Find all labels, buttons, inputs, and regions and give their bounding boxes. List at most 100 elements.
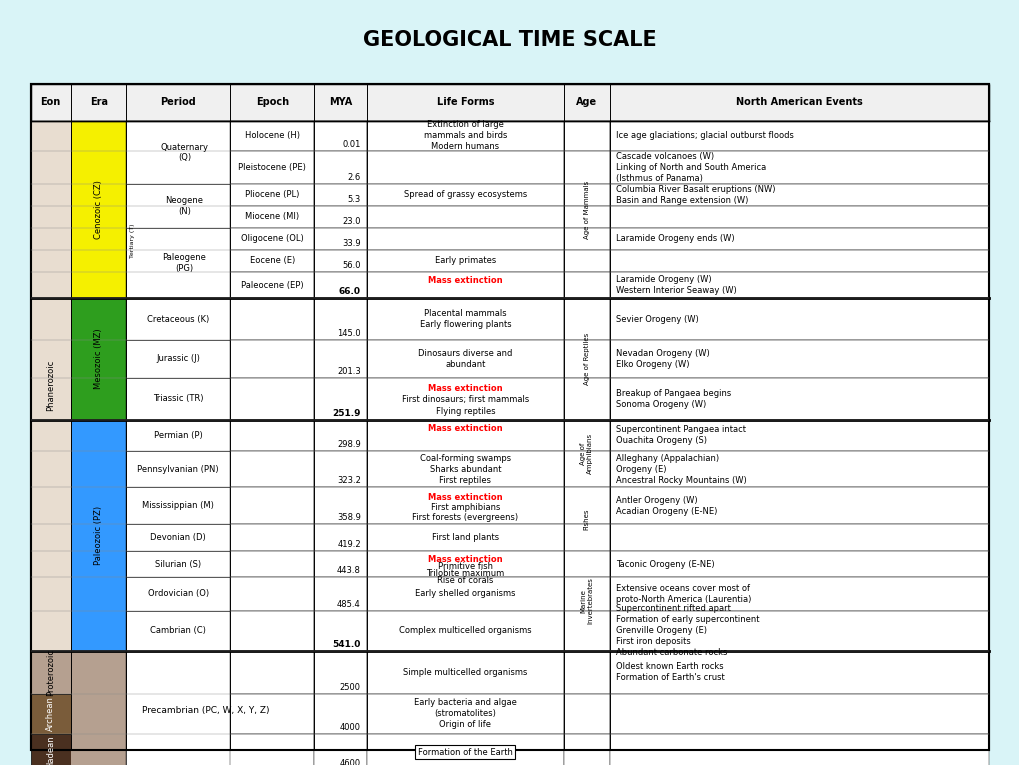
- Text: 541.0: 541.0: [332, 640, 361, 649]
- Bar: [609, 694, 988, 734]
- Text: Nevadan Orogeny (W)
Elko Orogeny (W): Nevadan Orogeny (W) Elko Orogeny (W): [615, 349, 709, 369]
- Text: First amphibians: First amphibians: [430, 503, 499, 512]
- Bar: [230, 610, 314, 650]
- Text: Mississippian (M): Mississippian (M): [143, 501, 214, 510]
- Text: Fishes: Fishes: [583, 508, 589, 530]
- Bar: [314, 298, 367, 340]
- Text: 5.3: 5.3: [347, 195, 361, 204]
- Bar: [609, 650, 988, 694]
- Bar: [126, 121, 230, 184]
- Bar: [314, 419, 367, 451]
- Bar: [126, 524, 230, 551]
- Text: North American Events: North American Events: [736, 97, 862, 107]
- Text: Silurian (S): Silurian (S): [155, 559, 201, 568]
- Bar: [314, 451, 367, 487]
- Bar: [609, 578, 988, 610]
- Text: First forests (evergreens): First forests (evergreens): [412, 513, 518, 522]
- Bar: [367, 551, 564, 578]
- Bar: [609, 298, 988, 340]
- Bar: [609, 734, 988, 765]
- Bar: [564, 206, 609, 228]
- Bar: [314, 151, 367, 184]
- Bar: [31, 84, 988, 121]
- Bar: [126, 184, 230, 206]
- Bar: [564, 378, 609, 419]
- Bar: [609, 121, 988, 151]
- Bar: [126, 578, 230, 610]
- Text: Paleozoic (PZ): Paleozoic (PZ): [94, 506, 103, 565]
- Bar: [126, 419, 230, 451]
- Bar: [230, 206, 314, 228]
- Text: Ice age glaciations; glacial outburst floods: Ice age glaciations; glacial outburst fl…: [615, 132, 794, 140]
- Text: Triassic (TR): Triassic (TR): [153, 394, 204, 403]
- Bar: [314, 228, 367, 250]
- Text: Quaternary
(Q): Quaternary (Q): [160, 142, 208, 162]
- Text: 298.9: 298.9: [336, 440, 361, 449]
- Bar: [564, 694, 609, 734]
- Bar: [564, 151, 609, 184]
- Bar: [314, 734, 367, 765]
- Text: Trilobite maximum: Trilobite maximum: [426, 569, 504, 578]
- Text: First dinosaurs; first mammals: First dinosaurs; first mammals: [401, 396, 529, 404]
- Text: Flying reptiles: Flying reptiles: [435, 406, 495, 415]
- Bar: [564, 184, 609, 206]
- Bar: [230, 694, 314, 734]
- Bar: [126, 694, 230, 734]
- Text: Rise of corals: Rise of corals: [437, 576, 493, 585]
- Bar: [126, 419, 230, 451]
- Bar: [126, 206, 230, 228]
- Text: Early shelled organisms: Early shelled organisms: [415, 590, 516, 598]
- Text: 485.4: 485.4: [336, 600, 361, 609]
- Text: 323.2: 323.2: [336, 477, 361, 486]
- Text: 66.0: 66.0: [338, 288, 361, 297]
- Bar: [230, 734, 314, 765]
- Bar: [230, 272, 314, 298]
- Bar: [70, 419, 126, 650]
- Text: Devonian (D): Devonian (D): [150, 533, 206, 542]
- Text: 145.0: 145.0: [337, 329, 361, 337]
- Text: Early bacteria and algae
(stromatolites)
Origin of life: Early bacteria and algae (stromatolites)…: [414, 698, 517, 729]
- Bar: [367, 151, 564, 184]
- Bar: [367, 121, 564, 151]
- Bar: [314, 578, 367, 610]
- Bar: [126, 151, 230, 184]
- Bar: [230, 250, 314, 272]
- Text: Ordovician (O): Ordovician (O): [148, 590, 209, 598]
- Bar: [609, 524, 988, 551]
- Text: Early primates: Early primates: [434, 256, 495, 265]
- Text: 33.9: 33.9: [341, 239, 361, 248]
- Text: Breakup of Pangaea begins
Sonoma Orogeny (W): Breakup of Pangaea begins Sonoma Orogeny…: [615, 389, 731, 409]
- Text: 251.9: 251.9: [332, 409, 361, 418]
- Text: Placental mammals
Early flowering plants: Placental mammals Early flowering plants: [419, 309, 511, 329]
- Bar: [367, 487, 564, 524]
- Text: Permian (P): Permian (P): [154, 431, 203, 440]
- Bar: [126, 121, 230, 151]
- Bar: [609, 250, 988, 272]
- Bar: [126, 451, 230, 487]
- Bar: [564, 298, 609, 340]
- Bar: [564, 121, 609, 151]
- Bar: [367, 184, 564, 206]
- Bar: [126, 650, 230, 694]
- Bar: [564, 250, 609, 272]
- Text: Spread of grassy ecosystems: Spread of grassy ecosystems: [404, 190, 527, 200]
- Bar: [314, 250, 367, 272]
- Bar: [31, 694, 70, 734]
- Bar: [367, 694, 564, 734]
- Text: Pleistocene (PE): Pleistocene (PE): [238, 163, 306, 172]
- Bar: [367, 650, 564, 694]
- Text: Mesozoic (MZ): Mesozoic (MZ): [94, 329, 103, 389]
- Bar: [230, 419, 314, 451]
- Text: Pennsylvanian (PN): Pennsylvanian (PN): [138, 464, 219, 474]
- Text: Epoch: Epoch: [256, 97, 288, 107]
- Bar: [564, 451, 609, 487]
- Bar: [126, 524, 230, 551]
- Bar: [367, 228, 564, 250]
- Text: Proterozoic: Proterozoic: [46, 649, 55, 695]
- Text: Cretaceous (K): Cretaceous (K): [147, 314, 209, 324]
- Text: Holocene (H): Holocene (H): [245, 132, 300, 140]
- Bar: [126, 298, 230, 340]
- Text: Alleghany (Appalachian)
Orogeny (E)
Ancestral Rocky Mountains (W): Alleghany (Appalachian) Orogeny (E) Ance…: [615, 454, 747, 485]
- Bar: [126, 298, 230, 340]
- Text: Laramide Orogeny (W)
Western Interior Seaway (W): Laramide Orogeny (W) Western Interior Se…: [615, 275, 737, 295]
